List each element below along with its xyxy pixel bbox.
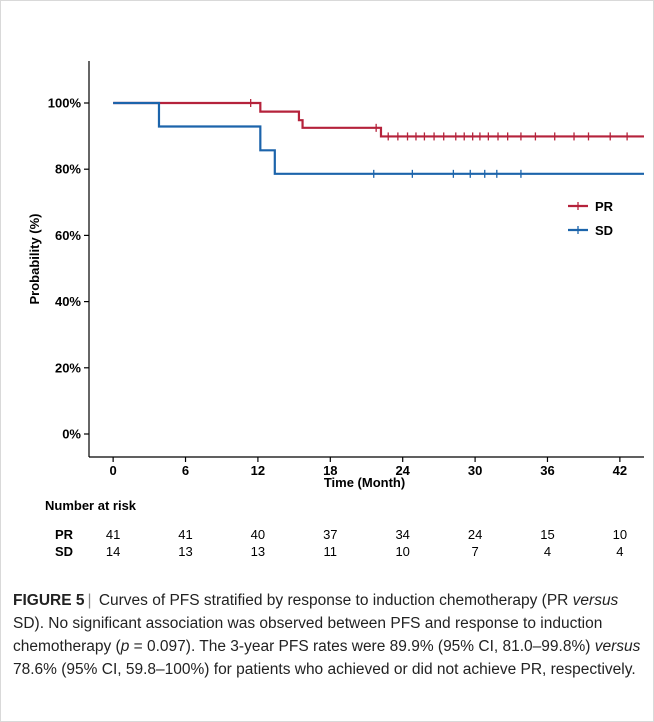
x-tick-label: 24 bbox=[395, 463, 410, 478]
risk-count: 13 bbox=[178, 544, 192, 559]
caption-versus-1: versus bbox=[572, 592, 619, 609]
y-tick-label: 60% bbox=[55, 228, 81, 243]
caption-text-2: SD). No significant association was obse… bbox=[13, 615, 603, 655]
risk-count: 4 bbox=[544, 544, 551, 559]
risk-count: 34 bbox=[395, 527, 409, 542]
risk-count: 14 bbox=[106, 544, 120, 559]
caption-text-3: = 0.097). The 3-year PFS rates were 89.9… bbox=[129, 638, 595, 655]
risk-count: 10 bbox=[613, 527, 627, 542]
risk-count: 24 bbox=[468, 527, 482, 542]
x-axis-label: Time (Month) bbox=[324, 475, 405, 490]
y-tick-label: 0% bbox=[62, 427, 81, 442]
risk-count: 41 bbox=[106, 527, 120, 542]
risk-table-title: Number at risk bbox=[45, 498, 137, 513]
y-tick-label: 100% bbox=[48, 96, 82, 111]
caption-separator: | bbox=[87, 592, 92, 609]
legend-label-pr: PR bbox=[595, 199, 614, 214]
risk-row-label: SD bbox=[55, 544, 73, 559]
risk-count: 10 bbox=[395, 544, 409, 559]
x-tick-label: 30 bbox=[468, 463, 482, 478]
risk-count: 7 bbox=[471, 544, 478, 559]
risk-count: 11 bbox=[324, 544, 338, 559]
risk-count: 37 bbox=[323, 527, 337, 542]
figure-label: FIGURE 5 bbox=[13, 592, 85, 609]
x-tick-label: 12 bbox=[251, 463, 265, 478]
caption-text-1: Curves of PFS stratified by response to … bbox=[94, 592, 573, 609]
x-tick-label: 6 bbox=[182, 463, 189, 478]
y-tick-label: 20% bbox=[55, 360, 81, 375]
km-chart: 0% 20% 40% 60% 80% 100% 0 6 12 18 24 30 36 42 Time (Mo… bbox=[27, 61, 644, 559]
risk-count: 15 bbox=[540, 527, 554, 542]
figure-caption: FIGURE 5 | Curves of PFS stratified by re… bbox=[13, 589, 641, 681]
x-tick-label: 0 bbox=[110, 463, 117, 478]
y-tick-label: 80% bbox=[55, 162, 81, 177]
series-line-pr bbox=[113, 101, 644, 138]
risk-count: 40 bbox=[251, 527, 265, 542]
legend-label-sd: SD bbox=[595, 223, 613, 238]
caption-text-4: 78.6% (95% CI, 59.8–100%) for patients w… bbox=[13, 661, 636, 678]
risk-count: 13 bbox=[251, 544, 265, 559]
y-axis-label: Probability (%) bbox=[27, 213, 42, 304]
x-tick-label: 18 bbox=[323, 463, 337, 478]
risk-count: 41 bbox=[178, 527, 192, 542]
caption-p-symbol: p bbox=[120, 638, 130, 655]
x-tick-label: 36 bbox=[540, 463, 554, 478]
risk-row-label: PR bbox=[55, 527, 74, 542]
series-line-sd bbox=[113, 101, 644, 175]
risk-count: 4 bbox=[616, 544, 623, 559]
x-tick-label: 42 bbox=[613, 463, 627, 478]
caption-versus-2: versus bbox=[594, 638, 641, 655]
y-tick-label: 40% bbox=[55, 294, 81, 309]
